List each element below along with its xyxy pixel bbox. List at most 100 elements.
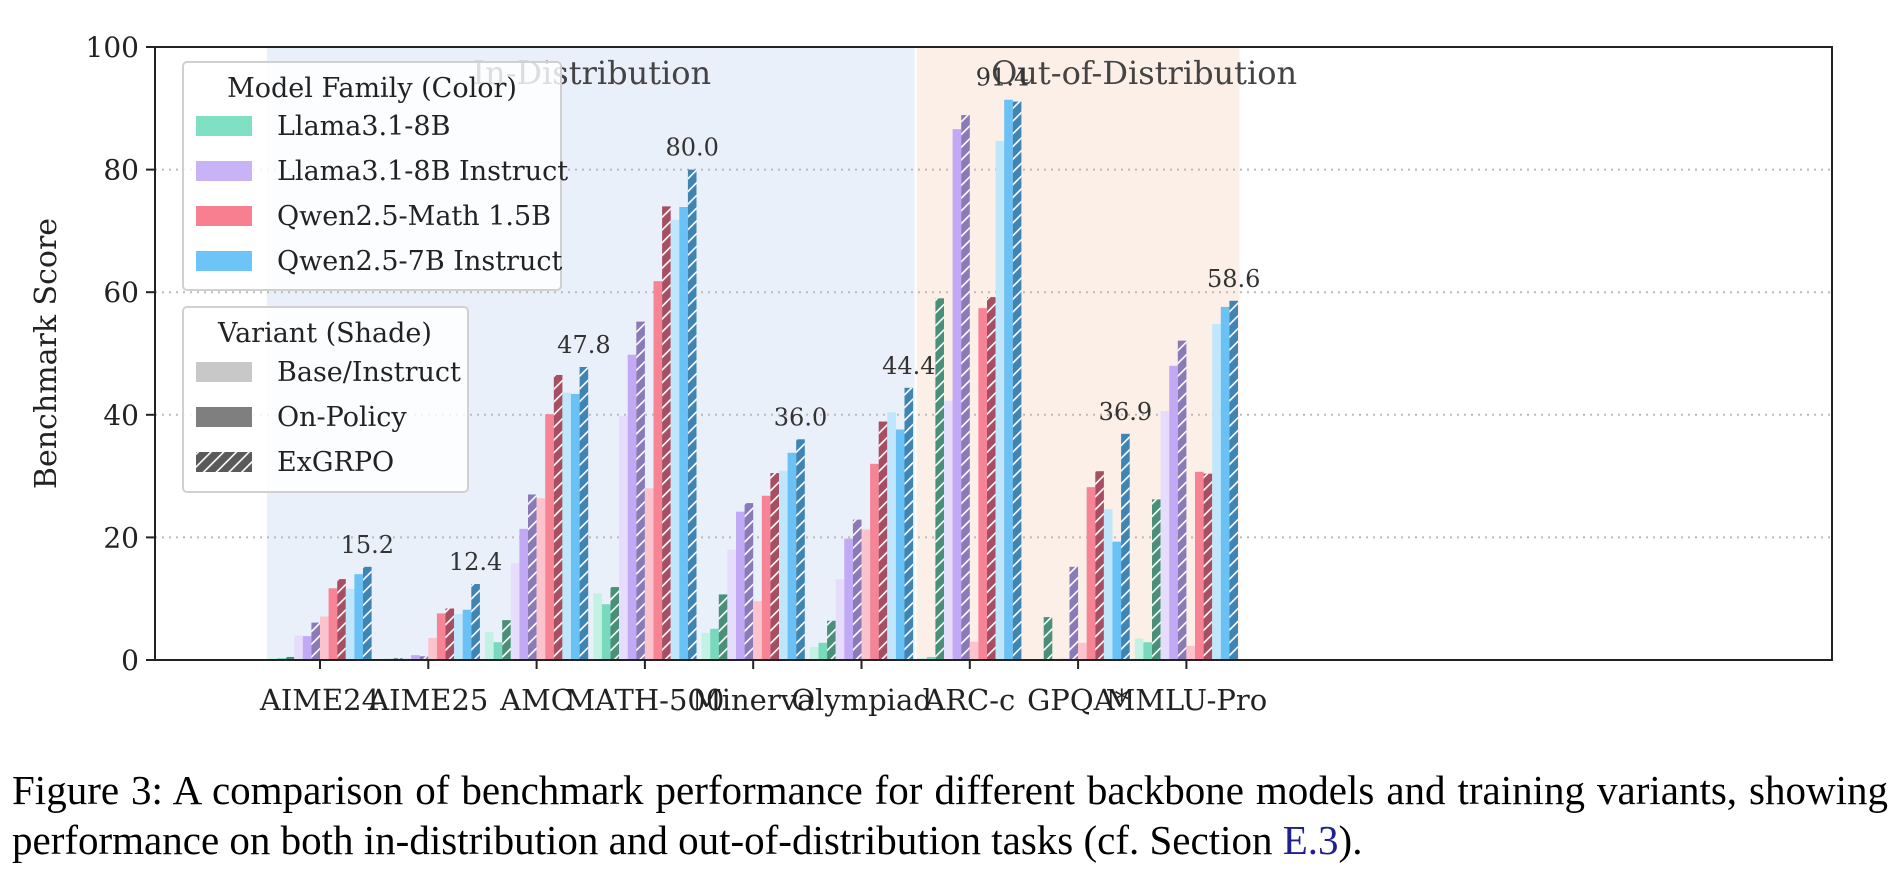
bar-hatch <box>502 620 511 660</box>
bar <box>354 574 363 660</box>
bar-hatch <box>687 169 697 660</box>
y-tick-label: 20 <box>103 521 139 554</box>
bar <box>545 414 554 660</box>
bar-hatch <box>445 608 455 660</box>
legend-variant-box <box>182 306 469 493</box>
x-tick-label: MMLU-Pro <box>1106 683 1268 717</box>
caption-section-link[interactable]: E.3 <box>1282 817 1339 863</box>
bar <box>493 642 503 660</box>
bar <box>809 647 819 660</box>
figure-caption: Figure 3: A comparison of benchmark perf… <box>12 765 1888 865</box>
bar-hatch <box>363 566 372 660</box>
legend-swatch <box>196 161 252 181</box>
bar <box>861 529 871 660</box>
bar-hatch <box>1043 617 1053 660</box>
bar <box>1112 541 1122 660</box>
legend-shade-hatch <box>196 452 252 472</box>
bar <box>571 393 580 660</box>
bar <box>1186 645 1195 660</box>
bar <box>1169 365 1178 660</box>
x-tick-label: AIME24 <box>259 683 380 717</box>
bar <box>485 631 494 660</box>
bar-hatch <box>636 321 645 660</box>
max-value-label: 91.4 <box>976 64 1029 92</box>
y-tick-label: 100 <box>86 31 139 64</box>
caption-suffix: ). <box>1338 817 1363 863</box>
bar <box>818 642 828 660</box>
bar <box>562 392 571 660</box>
x-tick-label: Minerva <box>692 683 814 717</box>
legend-family-title: Model Family (Color) <box>227 73 517 104</box>
bar <box>627 354 637 660</box>
legend-swatch <box>196 251 252 271</box>
bar <box>969 641 979 660</box>
bar-hatch <box>610 587 620 660</box>
bar <box>601 604 611 660</box>
x-tick-label: AMC <box>499 683 573 717</box>
caption-text: A comparison of benchmark performance fo… <box>12 767 1888 863</box>
bar-hatch <box>1152 499 1161 660</box>
legend-shade-swatch <box>196 362 252 382</box>
bar-hatch <box>827 620 836 660</box>
bar <box>302 636 312 660</box>
bar <box>844 538 853 660</box>
bar <box>1103 509 1113 660</box>
bar-hatch <box>1177 340 1187 660</box>
max-value-label: 15.2 <box>341 531 394 559</box>
bar <box>436 613 446 660</box>
bar-hatch <box>878 421 888 660</box>
bar <box>895 429 905 660</box>
bar <box>1143 642 1152 660</box>
bar-hatch <box>1121 433 1130 660</box>
bar <box>653 281 663 660</box>
bar-hatch <box>1229 300 1238 660</box>
bar <box>454 614 463 660</box>
bar <box>294 635 303 660</box>
region-label-1: Out-of-Distribution <box>991 54 1297 92</box>
bar <box>320 616 329 660</box>
bar <box>679 206 688 661</box>
x-tick-label: MATH-500 <box>565 683 724 717</box>
bar <box>462 609 472 660</box>
bar-hatch <box>285 656 295 660</box>
bar-hatch <box>770 473 779 660</box>
bar-hatch <box>579 366 589 660</box>
bar-hatch <box>337 579 346 660</box>
y-tick-label: 0 <box>121 644 139 677</box>
bar <box>761 495 771 660</box>
bar <box>701 633 711 660</box>
bar-hatch <box>528 494 537 660</box>
bar-hatch <box>471 583 480 660</box>
bar-hatch <box>1012 101 1022 660</box>
bar <box>835 579 845 660</box>
legend-family-entry: Llama3.1-8B Instruct <box>277 156 568 187</box>
bar <box>644 488 654 660</box>
bar <box>1086 487 1096 660</box>
bar <box>944 400 953 660</box>
bar <box>1078 642 1087 660</box>
bar <box>870 463 879 660</box>
legend-family-entry: Qwen2.5-Math 1.5B <box>277 201 551 232</box>
bar-hatch <box>744 503 754 660</box>
bar <box>736 511 745 660</box>
bar <box>510 563 520 660</box>
y-tick-label: 40 <box>103 399 139 432</box>
y-tick-label: 60 <box>103 276 139 309</box>
x-tick-label: ARC-c <box>923 683 1015 717</box>
bar-hatch <box>1095 471 1104 660</box>
max-value-label: 58.6 <box>1207 265 1260 293</box>
bar-hatch <box>311 622 320 660</box>
bar <box>787 452 797 660</box>
bar <box>1160 411 1170 660</box>
legend-swatch <box>196 206 252 226</box>
bar <box>670 219 680 660</box>
max-value-label: 12.4 <box>449 548 502 576</box>
bar-hatch <box>796 439 805 660</box>
bar <box>995 140 1005 660</box>
bar <box>710 628 719 660</box>
bar-hatch <box>935 298 944 660</box>
max-value-label: 36.9 <box>1099 398 1152 426</box>
bar <box>753 601 762 660</box>
